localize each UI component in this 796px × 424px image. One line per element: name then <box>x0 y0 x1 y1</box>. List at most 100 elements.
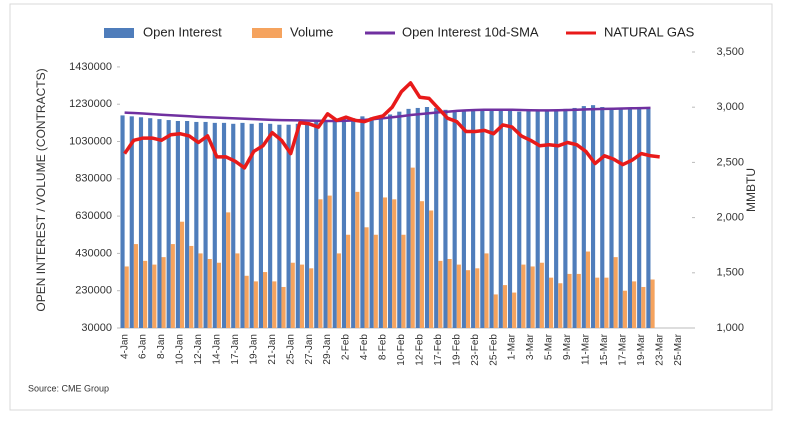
x-tick-label: 23-Mar <box>654 333 665 365</box>
bar <box>558 283 563 328</box>
bar <box>258 122 263 328</box>
bar <box>373 234 378 328</box>
bar <box>397 111 402 328</box>
bar <box>148 118 153 329</box>
x-tick-label: 23-Feb <box>470 334 481 366</box>
bar <box>549 277 554 328</box>
y-tick-label: 30000 <box>81 322 112 334</box>
bar <box>133 244 138 328</box>
x-tick-label: 8-Jan <box>156 334 167 359</box>
bar <box>401 234 406 328</box>
y-axis-title: OPEN INTEREST / VOLUME (CONTRACTS) <box>34 68 48 311</box>
bar <box>590 105 596 328</box>
y2-tick-label: 2,500 <box>716 156 744 168</box>
bar <box>581 106 586 328</box>
y2-axis-title: MMBTU <box>744 168 758 212</box>
x-tick-label: 27-Jan <box>304 334 315 365</box>
bar <box>318 199 323 328</box>
y2-tick-label: 2,000 <box>716 212 744 224</box>
bar <box>456 264 461 328</box>
bar <box>341 117 347 329</box>
bar <box>290 262 295 328</box>
x-tick-label: 3-Mar <box>525 333 536 360</box>
bar <box>336 253 341 328</box>
bar <box>221 122 227 328</box>
bar <box>129 116 134 329</box>
bar <box>539 262 544 328</box>
bar <box>424 107 430 328</box>
y-tick-label: 1230000 <box>69 98 112 110</box>
line-series <box>123 81 660 170</box>
bar <box>443 109 448 328</box>
bar <box>351 118 356 329</box>
x-tick-label: 19-Feb <box>451 334 462 366</box>
bar <box>471 110 476 328</box>
y-tick-label: 630000 <box>75 210 112 222</box>
x-tick-label: 4-Feb <box>359 334 370 361</box>
bar <box>632 281 637 328</box>
bar <box>392 199 397 328</box>
y-tick-label: 1430000 <box>69 61 112 73</box>
y2-tick-label: 3,000 <box>716 101 744 113</box>
source-note: Source: CME Group <box>28 383 109 393</box>
x-tick-label: 1-Mar <box>507 333 518 360</box>
bar <box>295 123 300 328</box>
bar <box>618 108 623 328</box>
x-tick-label: 10-Feb <box>396 334 407 366</box>
bar <box>309 268 314 328</box>
bar <box>268 123 273 328</box>
bar <box>461 109 466 328</box>
x-tick-label: 19-Jan <box>248 334 259 365</box>
legend-label: Volume <box>290 24 333 39</box>
bar <box>480 109 485 328</box>
bar <box>641 286 646 328</box>
x-tick-label: 12-Feb <box>414 334 425 366</box>
bar <box>304 122 310 328</box>
bar <box>185 121 190 328</box>
bar <box>517 111 522 328</box>
y2-tick-label: 1,500 <box>716 267 744 279</box>
bar <box>281 286 286 328</box>
bar <box>434 107 439 328</box>
x-tick-label: 17-Feb <box>433 334 444 366</box>
x-tick-label: 25-Mar <box>673 333 684 365</box>
bar <box>272 281 277 328</box>
bar <box>452 110 457 328</box>
bar <box>498 109 503 328</box>
bar <box>493 294 498 328</box>
bar <box>429 210 434 328</box>
bar <box>567 273 572 328</box>
bar <box>489 110 494 328</box>
bar <box>212 122 217 328</box>
bar <box>216 262 222 328</box>
bar <box>194 121 199 328</box>
x-tick-label: 21-Jan <box>267 334 278 365</box>
bar <box>563 108 568 328</box>
bar <box>406 108 411 328</box>
x-tick-label: 5-Mar <box>544 333 555 360</box>
bar <box>249 123 254 328</box>
y-tick-label: 230000 <box>75 285 112 297</box>
bar <box>138 117 144 329</box>
bar <box>447 259 452 328</box>
bar <box>170 244 175 328</box>
bar <box>277 124 282 328</box>
bar <box>382 197 388 328</box>
legend-label: Open Interest <box>143 24 222 39</box>
bar <box>203 121 208 328</box>
bar <box>410 167 415 328</box>
y2-tick-label: 3,500 <box>716 46 744 58</box>
bar <box>198 253 203 328</box>
bar <box>576 273 581 328</box>
legend: Open Interest Volume Open Interest 10d-SMA… <box>104 24 695 39</box>
x-tick-label: 12-Jan <box>193 334 204 365</box>
bar <box>415 107 420 328</box>
bar <box>388 114 393 328</box>
bar <box>650 279 655 328</box>
bar <box>475 268 480 328</box>
bar <box>627 107 633 328</box>
bar <box>124 266 129 328</box>
y-tick-label: 430000 <box>75 247 112 259</box>
x-tick-label: 17-Jan <box>230 334 241 365</box>
